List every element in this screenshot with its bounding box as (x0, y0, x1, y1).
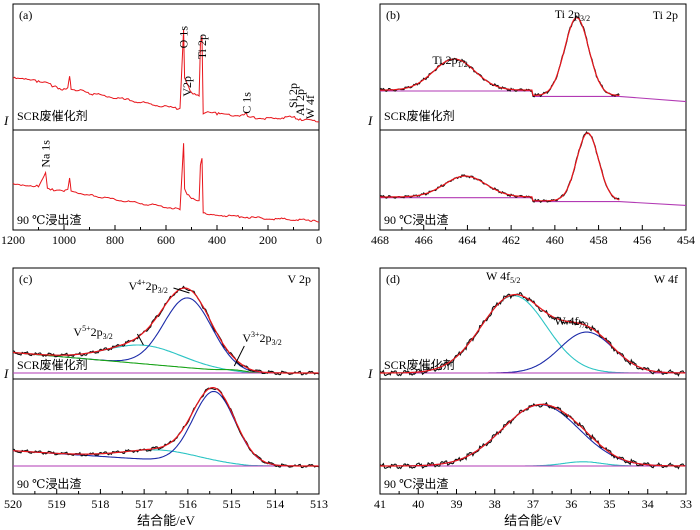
x-tick-label-c-7: 513 (310, 497, 328, 511)
component-d-1-0 (380, 404, 686, 467)
arrow-c-1 (136, 333, 144, 346)
sample-label-d-1: 90 ℃浸出渣 (384, 477, 448, 491)
baseline-b-0 (380, 90, 687, 103)
y-axis-label-c: I (3, 366, 9, 381)
peak-label-a-2: V2p (180, 76, 194, 97)
peak-label-a-7: Na 1s (39, 140, 53, 168)
sample-label-a-0: SCR废催化剂 (17, 108, 88, 123)
fit-b-0 (380, 17, 620, 96)
x-tick-label-d-6: 35 (604, 497, 616, 511)
fit-d-0 (380, 293, 686, 374)
x-tick-label-a-5: 200 (259, 233, 277, 247)
x-tick-label-d-3: 38 (489, 497, 501, 511)
spectrum-a-1 (12, 143, 320, 223)
chart-layer: (a) SCR废催化剂 90 ℃浸出渣 1200 1000 800 600 400 200 0 O … (1, 7, 695, 511)
x-tick-label-c-6: 514 (266, 497, 284, 511)
peak-label-a-4: Si 2p (286, 83, 300, 108)
x-tick-label-c-3: 517 (135, 497, 153, 511)
x-tick-label-a-3: 600 (157, 233, 175, 247)
fit-b-1 (380, 132, 620, 202)
panel-label-c: (c) (19, 272, 32, 286)
peak-label-d-1: W 4f7/2 (554, 314, 588, 330)
x-tick-label-d-7: 34 (642, 497, 654, 511)
x-tick-label-d-4: 37 (527, 497, 539, 511)
y-axis-label-d: I (367, 366, 373, 381)
fit-c-1 (12, 387, 319, 467)
peak-label-a-0: O 1s (177, 26, 191, 49)
x-tick-label-d-2: 39 (451, 497, 463, 511)
panel-title-b: Ti 2p (653, 8, 678, 22)
fit-c-0 (12, 287, 319, 374)
spectrum-a-0 (12, 29, 320, 123)
x-tick-label-d-0: 41 (374, 497, 386, 511)
x-tick-label-a-6: 0 (316, 233, 322, 247)
x-tick-label-b-4: 460 (546, 233, 564, 247)
x-tick-label-c-5: 515 (223, 497, 241, 511)
peak-label-a-5: Al 2p (293, 89, 307, 116)
peak-label-c-0: V4+2p3/2 (128, 278, 167, 295)
raw-d-1 (379, 401, 686, 470)
x-tick-label-b-7: 454 (677, 233, 695, 247)
x-tick-label-c-4: 516 (179, 497, 197, 511)
x-tick-label-c-1: 519 (48, 497, 66, 511)
x-tick-label-b-1: 466 (415, 233, 433, 247)
y-axis-label-a: I (3, 113, 9, 128)
y-axis-label-b: I (367, 113, 373, 128)
panel-label-b: (b) (386, 8, 400, 22)
sample-label-a-1: 90 ℃浸出渣 (17, 213, 81, 227)
peak-label-b-1: Ti 2p3/2 (555, 7, 590, 23)
panel-title-d: W 4f (654, 272, 678, 286)
sample-label-c-0: SCR废催化剂 (17, 357, 88, 372)
panel-title-c: V 2p (288, 272, 311, 286)
x-tick-label-c-2: 518 (91, 497, 109, 511)
x-tick-label-a-4: 400 (208, 233, 226, 247)
panel-c-frame (12, 267, 320, 495)
x-tick-label-d-8: 33 (680, 497, 692, 511)
x-tick-label-b-5: 458 (590, 233, 608, 247)
x-tick-label-b-0: 468 (371, 233, 389, 247)
x-tick-label-a-0: 1200 (1, 233, 25, 247)
x-axis-label-d: 结合能/eV (504, 513, 562, 528)
x-tick-label-b-3: 462 (502, 233, 520, 247)
sample-label-b-1: 90 ℃浸出渣 (384, 213, 448, 227)
x-tick-label-d-1: 40 (412, 497, 424, 511)
sample-label-c-1: 90 ℃浸出渣 (17, 477, 81, 491)
component-c-1-1 (12, 390, 319, 467)
peak-label-a-6: W 4f (303, 95, 317, 119)
peak-label-a-1: Ti 2p (195, 34, 209, 59)
x-axis-label-c: 结合能/eV (137, 513, 195, 528)
peak-label-c-1: V5+2p3/2 (73, 324, 112, 341)
arrow-c-0 (173, 287, 190, 294)
sample-label-b-0: SCR废催化剂 (384, 108, 455, 123)
x-tick-label-a-1: 1000 (52, 233, 76, 247)
peak-label-c-2: V3+2p3/2 (242, 330, 281, 347)
peak-label-b-0: Ti 2p1/2 (432, 53, 467, 69)
panel-label-a: (a) (19, 8, 32, 22)
peak-label-a-3: C 1s (239, 92, 253, 114)
fit-d-1 (380, 403, 686, 467)
x-tick-label-a-2: 800 (106, 233, 124, 247)
peak-label-d-0: W 4f5/2 (486, 269, 520, 285)
x-tick-label-c-0: 520 (4, 497, 22, 511)
x-tick-label-d-5: 36 (565, 497, 577, 511)
baseline-b-1 (380, 197, 687, 206)
x-tick-label-b-6: 456 (633, 233, 651, 247)
arrow-c-2 (233, 345, 245, 367)
panel-label-d: (d) (386, 272, 400, 286)
x-tick-label-b-2: 464 (458, 233, 476, 247)
